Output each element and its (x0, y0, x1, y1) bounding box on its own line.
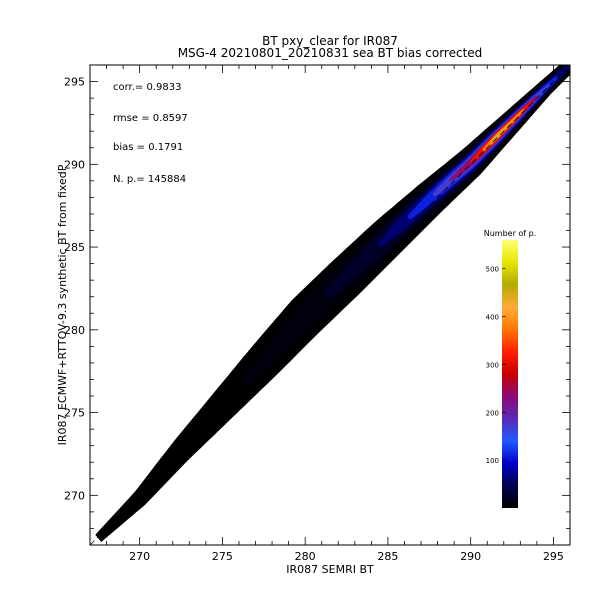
colorbar-tick-label: 500 (486, 266, 499, 274)
stat-np: N. p.= 145884 (113, 174, 186, 185)
chart-title: BT pxy_clear for IR087 (262, 34, 398, 48)
x-tick-label: 285 (377, 550, 398, 563)
colorbar (502, 240, 518, 508)
density-band (490, 121, 513, 143)
x-tick-label: 290 (460, 550, 481, 563)
chart-subtitle: MSG-4 20210801_20210831 sea BT bias corr… (178, 46, 483, 60)
one-to-one-line (89, 64, 571, 546)
y-tick-label: 270 (64, 489, 85, 502)
y-tick-label: 290 (64, 158, 85, 171)
y-tick-label: 275 (64, 407, 85, 420)
x-axis: 270 275 280 285 290 295 (89, 65, 571, 563)
stat-bias: bias = 0.1791 (113, 142, 183, 153)
x-tick-label: 270 (129, 550, 150, 563)
y-tick-label: 285 (64, 241, 85, 254)
y-axis-label: IR087 ECMWF+RTTOV-9.3 synthetic BT from … (56, 164, 69, 445)
colorbar-ticks: 100 200 300 400 500 (486, 266, 506, 465)
colorbar-title: Number of p. (484, 229, 537, 238)
colorbar-tick-label: 300 (486, 361, 499, 369)
y-axis: 270 275 280 285 290 295 (64, 64, 570, 546)
x-axis-label: IR087 SEMRI BT (286, 563, 374, 576)
colorbar-tick-label: 100 (486, 457, 499, 465)
colorbar-tick-label: 200 (486, 409, 499, 417)
y-tick-label: 295 (64, 76, 85, 89)
x-tick-label: 280 (295, 550, 316, 563)
stat-corr: corr.= 0.9833 (113, 82, 181, 93)
stat-rmse: rmse = 0.8597 (113, 113, 188, 124)
colorbar-tick-label: 400 (486, 314, 499, 322)
x-tick-label: 295 (543, 550, 564, 563)
plot-frame (89, 64, 571, 546)
y-tick-label: 280 (64, 324, 85, 337)
density-layer (95, 65, 570, 542)
x-tick-label: 275 (212, 550, 233, 563)
